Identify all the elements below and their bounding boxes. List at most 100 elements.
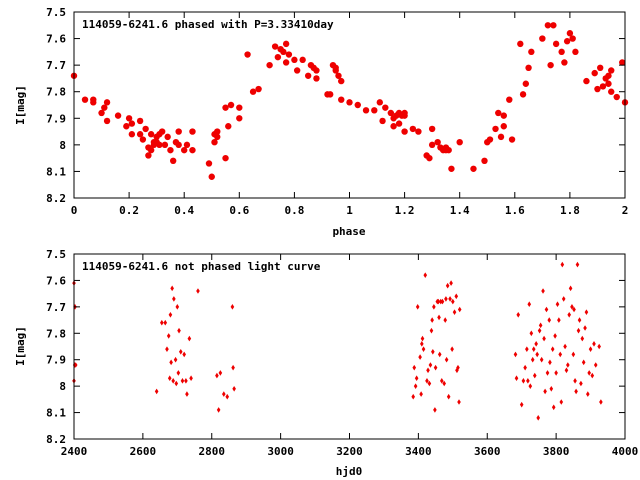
phased-data-point xyxy=(390,123,397,130)
unphased-data-point xyxy=(544,306,549,313)
unphased-data-point xyxy=(554,370,558,376)
unphased-data-point xyxy=(444,296,448,302)
phased-data-point xyxy=(227,101,235,109)
unphased-data-point xyxy=(440,298,445,305)
unphased-data-point xyxy=(534,341,538,347)
unphased-data-point xyxy=(448,296,452,302)
unphased-data-point xyxy=(184,378,188,384)
phased-data-point xyxy=(123,123,130,130)
unphased-data-point xyxy=(442,380,447,387)
phased-data-point xyxy=(327,91,334,98)
phased-data-point xyxy=(125,115,133,122)
unphased-data-point xyxy=(421,346,426,352)
phased-data-point xyxy=(90,96,97,103)
unphased-data-point xyxy=(419,391,423,397)
unphased-data-point xyxy=(555,301,560,308)
unphased-data-point xyxy=(531,346,536,352)
phased-data-point xyxy=(448,165,455,172)
unphased-data-point xyxy=(443,317,448,323)
unphased-data-point xyxy=(548,359,552,366)
unphased-data-point xyxy=(457,399,461,405)
unphased-y-tick-label: 7.6 xyxy=(46,274,66,287)
phased-data-point xyxy=(175,128,182,135)
phased-data-point xyxy=(522,80,530,87)
phased-data-point xyxy=(299,56,306,64)
phased-data-point xyxy=(147,146,155,154)
unphased-data-point xyxy=(519,401,524,408)
phased-data-point xyxy=(563,38,571,45)
unphased-data-point xyxy=(513,351,518,358)
phased-data-point xyxy=(255,85,262,93)
phased-data-point xyxy=(539,35,546,42)
phased-data-point xyxy=(500,123,507,130)
unphased-data-point xyxy=(433,407,437,413)
unphased-data-point xyxy=(572,306,576,313)
unphased-data-point xyxy=(232,385,236,392)
phased-data-point xyxy=(266,61,273,69)
unphased-y-tick-label: 8.1 xyxy=(46,407,66,420)
phased-data-point xyxy=(508,136,516,143)
phased-x-tick-label: 1 xyxy=(346,204,353,217)
phased-data-point xyxy=(249,88,257,95)
unphased-data-point xyxy=(521,378,526,384)
unphased-data-point xyxy=(561,296,566,302)
phased-data-point xyxy=(282,59,290,66)
unphased-data-point xyxy=(428,362,433,368)
unphased-data-point xyxy=(172,296,176,302)
unphased-data-point xyxy=(439,378,444,384)
phased-data-point xyxy=(401,128,408,135)
unphased-data-point xyxy=(415,304,420,310)
unphased-data-point xyxy=(215,372,219,379)
unphased-data-point xyxy=(167,375,172,382)
unphased-data-point xyxy=(168,311,173,318)
phased-data-point xyxy=(205,160,213,167)
phased-data-point xyxy=(492,125,499,133)
unphased-y-tick-label: 7.7 xyxy=(46,301,66,314)
unphased-data-point xyxy=(558,351,563,358)
phased-data-point xyxy=(181,146,188,154)
phased-data-point xyxy=(550,22,557,29)
unphased-data-point xyxy=(567,311,572,318)
phased-data-point xyxy=(613,93,620,101)
unphased-data-point xyxy=(514,375,519,382)
phased-data-point xyxy=(591,69,598,77)
phased-points xyxy=(70,22,629,180)
unphased-data-point xyxy=(539,356,544,363)
unphased-data-point xyxy=(433,364,438,371)
unphased-data-point xyxy=(166,333,171,339)
phased-data-point xyxy=(594,85,601,93)
unphased-data-point xyxy=(523,364,527,371)
unphased-data-point xyxy=(169,359,173,366)
unphased-data-point xyxy=(535,351,539,358)
unphased-data-point xyxy=(573,378,577,384)
phased-data-point xyxy=(547,61,554,69)
unphased-data-point xyxy=(547,317,552,323)
unphased-data-point xyxy=(449,280,453,286)
unphased-data-point xyxy=(431,348,435,355)
unphased-data-point xyxy=(526,378,530,384)
phased-data-point xyxy=(222,104,229,111)
unphased-data-point xyxy=(444,356,449,363)
unphased-data-point xyxy=(570,304,574,310)
unphased-data-point xyxy=(413,383,418,389)
unphased-data-point xyxy=(527,301,532,308)
phased-data-point xyxy=(500,112,507,119)
phased-data-point xyxy=(597,64,604,72)
unphased-data-point xyxy=(597,343,601,350)
phased-data-point xyxy=(605,80,612,87)
unphased-data-point xyxy=(222,391,226,397)
unphased-x-tick-label: 2800 xyxy=(199,445,226,458)
phased-data-point xyxy=(147,131,155,138)
phased-data-point xyxy=(161,141,169,149)
phased-data-point xyxy=(304,72,312,79)
unphased-data-point xyxy=(182,351,186,358)
phased-data-point xyxy=(128,131,136,138)
unphased-data-point xyxy=(73,362,78,368)
phased-data-point xyxy=(214,128,221,135)
unphased-data-point xyxy=(216,407,221,413)
unphased-data-point xyxy=(574,388,578,395)
phased-data-point xyxy=(552,40,560,48)
phased-data-point xyxy=(497,133,505,141)
phased-x-tick-label: 0.8 xyxy=(284,204,304,217)
phased-data-point xyxy=(164,133,171,141)
